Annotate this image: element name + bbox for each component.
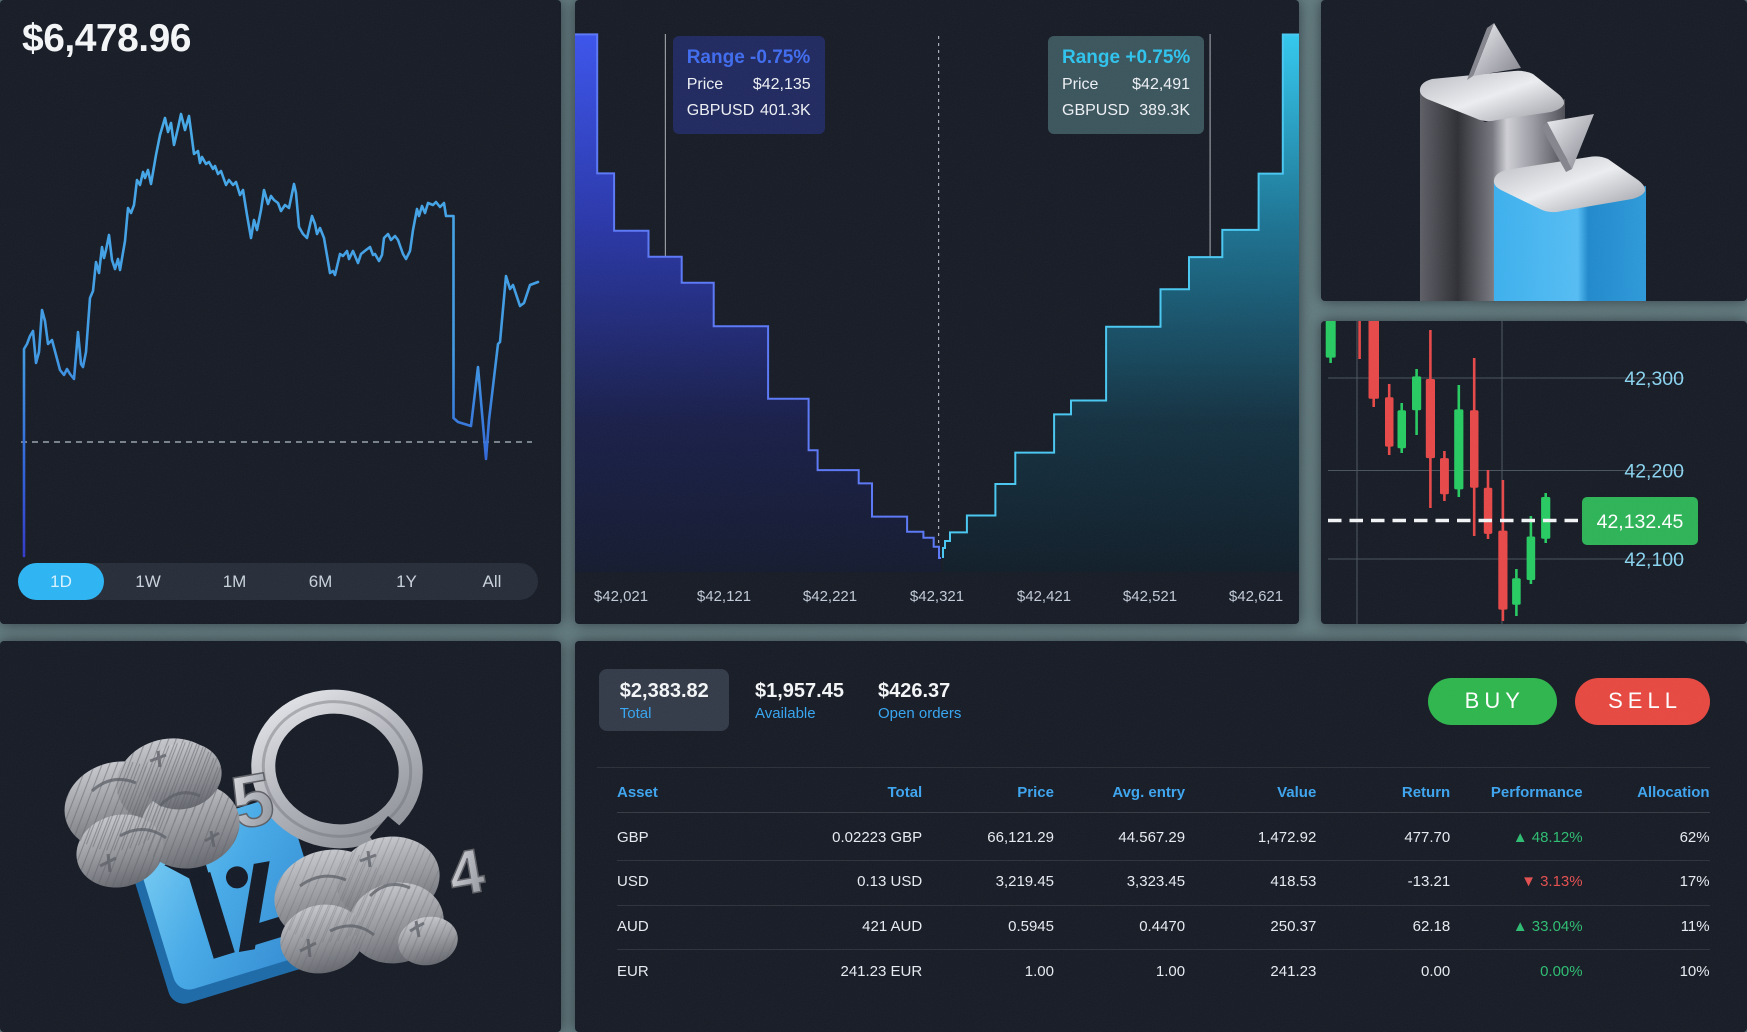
svg-text:42,200: 42,200 bbox=[1624, 461, 1684, 483]
svg-text:42,132.45: 42,132.45 bbox=[1597, 511, 1684, 533]
svg-text:42,100: 42,100 bbox=[1624, 549, 1684, 571]
svg-text:4: 4 bbox=[443, 836, 489, 910]
svg-text:42,300: 42,300 bbox=[1624, 368, 1684, 390]
